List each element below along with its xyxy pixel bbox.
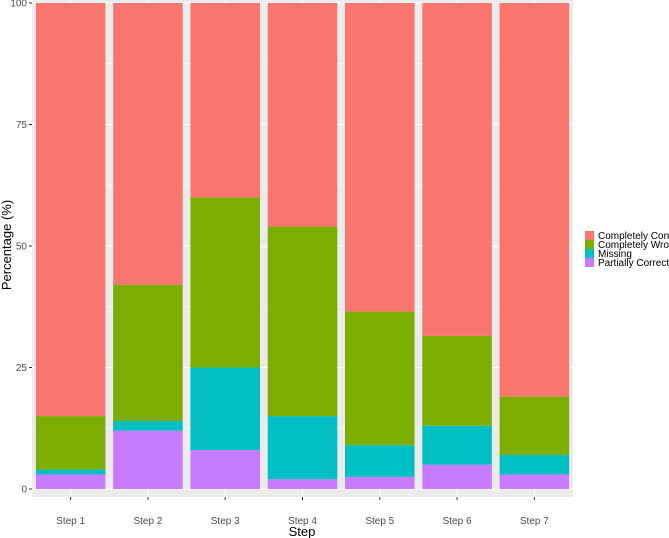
y-tick-label: 75 <box>16 120 28 131</box>
bar-segment-completely-correct-step-4 <box>267 3 338 227</box>
y-tick-label: 50 <box>16 242 28 253</box>
bar-segment-completely-correct-step-3 <box>190 3 260 198</box>
bar-segment-completely-wrong-step-6 <box>422 335 492 426</box>
x-tick-label: Step 2 <box>133 516 162 527</box>
y-tick-label: 0 <box>21 485 27 496</box>
bar-segment-partially-correct-step-5 <box>345 476 415 489</box>
bar-segment-missing-step-3 <box>190 367 260 451</box>
bar-segment-completely-wrong-step-2 <box>113 284 183 421</box>
bar-segment-completely-wrong-step-5 <box>345 311 415 446</box>
x-tick-label: Step 4 <box>288 516 317 527</box>
legend: Completely CorrectCompletely WrongMissin… <box>585 231 669 269</box>
legend-label: Partially Correct <box>598 258 669 269</box>
bar-segment-completely-correct-step-7 <box>499 3 570 397</box>
bar-segment-completely-wrong-step-7 <box>499 396 570 455</box>
x-tick-label: Step 6 <box>443 516 472 527</box>
legend-label: Missing <box>598 249 632 260</box>
bar-segment-partially-correct-step-1 <box>35 474 106 489</box>
bar-segment-missing-step-4 <box>267 416 338 480</box>
legend-label: Completely Wrong <box>598 240 669 251</box>
bar-segment-missing-step-7 <box>499 454 570 475</box>
bar-segment-partially-correct-step-4 <box>267 479 338 489</box>
bar-segment-missing-step-2 <box>113 420 183 431</box>
bar-segment-completely-wrong-step-3 <box>190 197 260 368</box>
legend-swatch-partially-correct <box>585 258 594 267</box>
legend-label: Completely Correct <box>598 231 669 242</box>
bar-segment-completely-correct-step-5 <box>345 3 415 312</box>
x-axis-title: Step <box>289 524 316 538</box>
bar-segment-partially-correct-step-6 <box>422 464 492 489</box>
bar-segment-missing-step-1 <box>35 469 106 475</box>
bar-segment-partially-correct-step-2 <box>113 430 183 489</box>
x-axis-ticks: Step 1 Step 2 Step 3 Step 4 Step 5 Step 6 Step… <box>56 497 549 527</box>
x-tick-label: Step 1 <box>56 516 85 527</box>
bar-segment-completely-correct-step-1 <box>35 3 106 417</box>
bar-segment-completely-correct-step-6 <box>422 3 492 336</box>
bar-segment-partially-correct-step-3 <box>190 450 260 489</box>
bar-segment-completely-correct-step-2 <box>113 3 183 285</box>
y-axis-title: Percentage (%) <box>0 200 14 290</box>
y-tick-label: 25 <box>16 363 28 374</box>
x-tick-label: Step 3 <box>211 516 240 527</box>
bar-segment-completely-wrong-step-4 <box>267 226 338 417</box>
y-axis-ticks: 0 25 50 75 100 <box>10 0 32 496</box>
bar-segment-completely-wrong-step-1 <box>35 416 106 470</box>
bar-segment-missing-step-6 <box>422 425 492 465</box>
legend-swatch-completely-wrong <box>585 240 594 249</box>
bars <box>35 3 570 489</box>
bar-segment-missing-step-5 <box>345 445 415 477</box>
legend-swatch-missing <box>585 249 594 258</box>
x-tick-label: Step 7 <box>520 516 549 527</box>
x-tick-label: Step 5 <box>365 516 394 527</box>
y-tick-label: 100 <box>10 0 27 10</box>
legend-swatch-completely-correct <box>585 231 594 240</box>
bar-segment-partially-correct-step-7 <box>499 474 570 489</box>
